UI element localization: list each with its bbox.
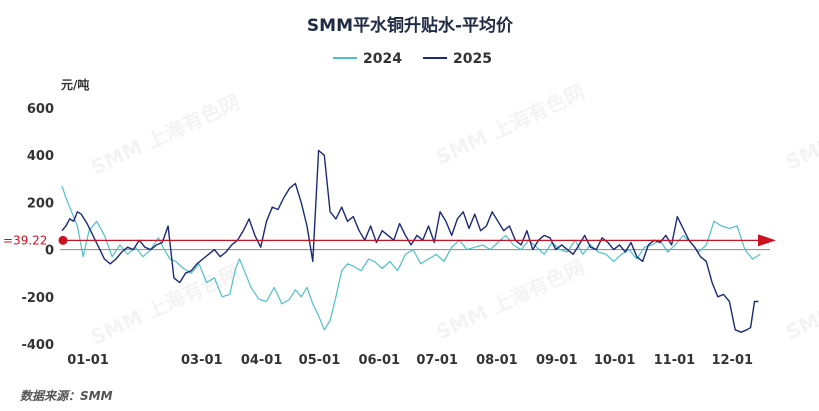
watermark-text: SMM 上海有色网 [782,255,819,345]
x-tick-label: 08-01 [476,353,518,368]
reference-line-arrow [758,234,776,247]
y-tick-label: 0 [45,244,54,259]
y-tick-label: 600 [27,102,54,117]
x-axis: 01-01 03-01 04-01 05-01 06-01 07-01 08-01 09-01… [67,353,753,368]
chart-title: SMM平水铜升贴水-平均价 [307,15,514,36]
legend-label-2025: 2025 [453,51,492,67]
reference-line-label: =39.22 [3,233,47,247]
x-tick-label: 05-01 [299,353,341,368]
series-line-2024 [61,185,761,331]
source-note: 数据来源：SMM [20,389,113,403]
y-tick-label: 200 [27,196,54,211]
x-tick-label: 12-01 [711,353,753,368]
x-tick-label: 01-01 [67,353,109,368]
legend-label-2024: 2024 [363,51,402,67]
watermark-layer: SMM 上海有色网 SMM 上海有色网 SMM 上海有色网 SMM 上海有色网 SMM … [87,80,819,350]
y-axis: 600 400 200 0 -200 -400 [21,102,54,353]
x-tick-label: 06-01 [358,353,400,368]
y-tick-label: -400 [21,338,54,353]
reference-line-group: =39.22 [3,233,776,247]
watermark-text: SMM 上海有色网 [87,260,243,350]
watermark-text: SMM 上海有色网 [87,90,243,180]
legend: 2024 2025 [333,51,492,67]
reference-line-start-dot [58,235,68,245]
y-tick-label: -200 [21,291,54,306]
y-tick-label: 400 [27,149,54,164]
x-tick-label: 07-01 [416,353,458,368]
y-axis-unit-label: 元/吨 [61,77,89,92]
x-tick-label: 04-01 [241,353,283,368]
watermark-text: SMM 上海有色网 [432,80,588,170]
x-tick-label: 03-01 [181,353,223,368]
watermark-text: SMM 上海有色网 [782,85,819,175]
x-tick-label: 11-01 [654,353,696,368]
x-tick-label: 09-01 [536,353,578,368]
watermark-text: SMM 上海有色网 [432,255,588,345]
x-tick-label: 10-01 [594,353,636,368]
